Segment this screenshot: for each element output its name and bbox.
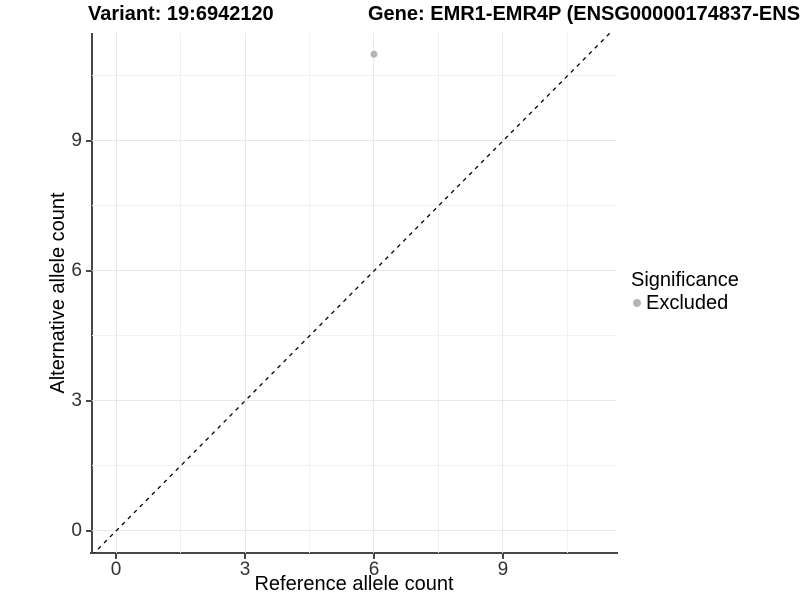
y-axis-title: Alternative allele count xyxy=(47,192,69,394)
y-tick-mark xyxy=(85,140,91,142)
y-axis-line xyxy=(91,33,93,554)
gridline-minor-vertical xyxy=(180,33,182,553)
variant-title: Variant: 19:6942120 xyxy=(88,3,274,25)
x-tick-mark xyxy=(373,554,375,559)
gridline-minor-vertical xyxy=(566,33,568,553)
x-tick-label: 0 xyxy=(110,559,122,580)
gridline-minor-horizontal xyxy=(92,335,616,337)
y-tick-mark xyxy=(85,400,91,402)
legend-item-label: Excluded xyxy=(646,292,729,314)
gridline-minor-horizontal xyxy=(92,205,616,207)
x-tick-mark xyxy=(244,554,246,559)
legend: Significance Excluded xyxy=(631,269,739,314)
legend-point-icon xyxy=(633,299,641,307)
legend-title: Significance xyxy=(631,269,739,291)
x-axis-line xyxy=(90,552,618,554)
identity-line xyxy=(93,33,611,553)
y-tick-label: 9 xyxy=(71,129,82,151)
plot-panel: 0 3 6 9 0 3 6 9 xyxy=(71,33,618,580)
gridline-minor-vertical xyxy=(437,33,439,553)
gridline-minor-vertical xyxy=(309,33,310,553)
data-point xyxy=(370,50,378,58)
gridline-minor-horizontal xyxy=(92,75,616,77)
y-tick-label: 6 xyxy=(71,259,82,281)
gridline-major-vertical xyxy=(115,33,117,553)
gridline-major-horizontal xyxy=(92,400,616,402)
gridline-major-vertical xyxy=(373,33,375,553)
x-tick-label: 3 xyxy=(239,559,251,580)
gridline-major-vertical xyxy=(502,33,504,553)
x-axis-title: Reference allele count xyxy=(254,573,454,595)
y-tick-mark xyxy=(85,270,91,272)
y-tick-label: 3 xyxy=(71,389,82,411)
gridline-major-horizontal xyxy=(92,270,616,272)
x-tick-mark xyxy=(502,554,504,559)
y-tick-label: 0 xyxy=(71,519,82,541)
legend-item-excluded: Excluded xyxy=(633,292,739,314)
y-tick-mark xyxy=(85,530,91,532)
gridline-major-horizontal xyxy=(92,140,616,142)
x-tick-mark xyxy=(115,554,117,559)
gene-title: Gene: EMR1-EMR4P (ENSG00000174837-ENSG xyxy=(368,3,800,25)
x-tick-label: 9 xyxy=(497,559,509,580)
gridline-major-horizontal xyxy=(92,530,616,532)
plot-area-svg xyxy=(93,33,611,553)
gridline-minor-horizontal xyxy=(92,465,616,467)
gridline-major-vertical xyxy=(244,33,246,553)
x-tick-label: 6 xyxy=(368,559,380,580)
